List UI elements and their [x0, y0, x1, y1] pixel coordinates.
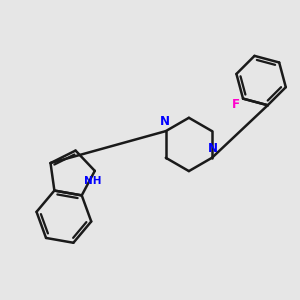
- Text: N: N: [208, 142, 218, 155]
- Text: NH: NH: [84, 176, 101, 186]
- Text: F: F: [232, 98, 240, 110]
- Text: N: N: [160, 115, 170, 128]
